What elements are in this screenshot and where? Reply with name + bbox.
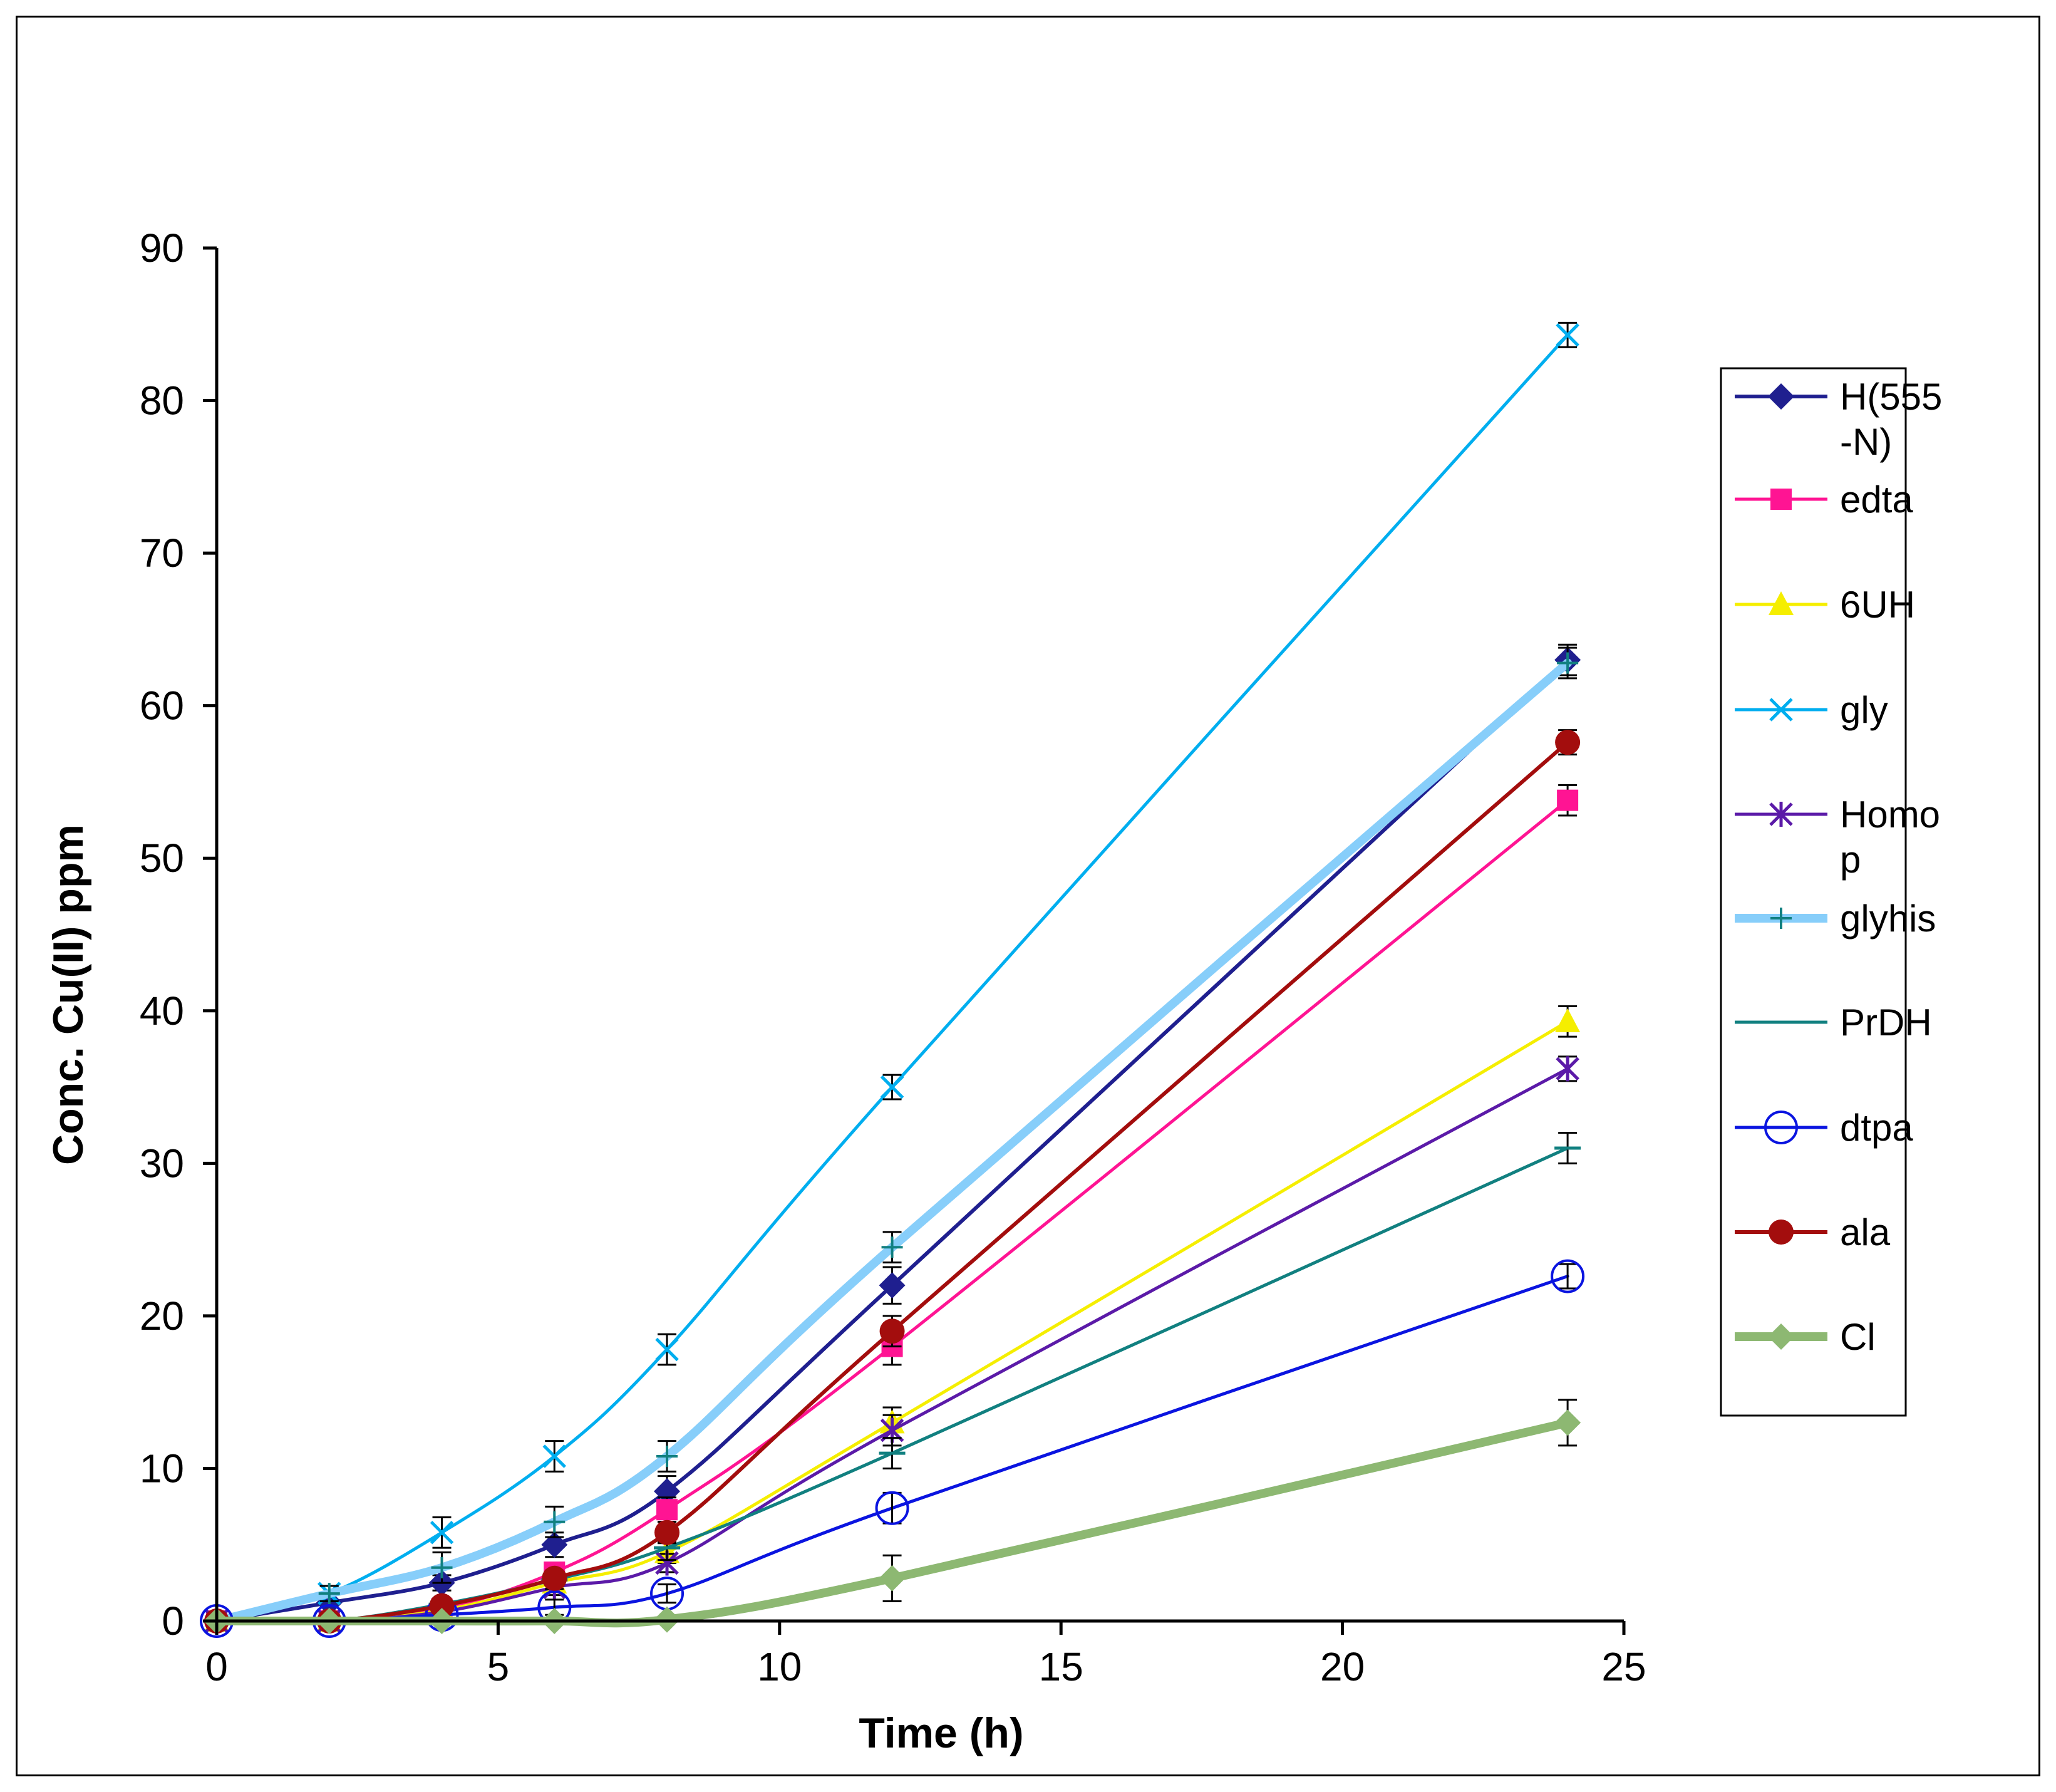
legend-marker <box>1770 908 1792 929</box>
error-bar <box>658 1583 677 1604</box>
legend-entry: gly <box>1735 689 1888 731</box>
data-point <box>1556 1056 1579 1082</box>
x-tick-label: 15 <box>1039 1644 1083 1689</box>
legend-label: glyhis <box>1840 898 1936 940</box>
y-tick-label: 20 <box>140 1293 184 1339</box>
series-7 <box>204 1132 1581 1624</box>
y-tick-label: 30 <box>140 1141 184 1186</box>
data-point <box>1554 1409 1581 1436</box>
x-axis-title: Time (h) <box>859 1709 1023 1757</box>
data-point <box>1555 1008 1581 1032</box>
legend-label: H(555 <box>1840 376 1942 418</box>
legend-label: 6UH <box>1840 584 1915 626</box>
x-tick-label: 25 <box>1601 1644 1646 1689</box>
legend-marker <box>1769 698 1793 722</box>
data-point <box>656 1445 678 1467</box>
legend-marker <box>1770 489 1792 510</box>
legend-label: edta <box>1840 479 1913 521</box>
data-point <box>654 1520 680 1545</box>
series-line <box>215 740 1570 1624</box>
data-point <box>879 1272 906 1299</box>
y-tick-label: 60 <box>140 683 184 728</box>
data-point <box>1556 323 1579 347</box>
data-point <box>1557 652 1579 674</box>
y-tick-label: 40 <box>140 988 184 1033</box>
data-point <box>431 1556 453 1578</box>
legend-marker <box>1769 591 1794 615</box>
legend-entry: glyhis <box>1735 898 1936 940</box>
y-tick-label: 70 <box>140 531 184 576</box>
legend-label: Cl <box>1840 1316 1876 1358</box>
data-point <box>655 1337 679 1362</box>
data-point <box>542 1444 567 1468</box>
legend-label: ala <box>1840 1211 1891 1253</box>
data-point <box>1555 730 1581 755</box>
data-point <box>880 1075 904 1099</box>
legend-marker <box>1768 1323 1794 1350</box>
data-point <box>656 1499 678 1521</box>
data-point <box>429 1593 455 1618</box>
legend-marker <box>1769 1220 1794 1245</box>
data-point <box>541 1531 568 1558</box>
legend-box <box>1720 367 1907 1417</box>
legend-label: -N) <box>1840 421 1892 463</box>
plot-area <box>200 321 1585 1638</box>
legend-entry: ala <box>1735 1211 1891 1253</box>
legend-entry: dtpa <box>1735 1107 1913 1149</box>
x-tick-label: 10 <box>757 1644 802 1689</box>
y-tick-label: 90 <box>140 225 184 271</box>
y-tick-label: 0 <box>162 1598 184 1644</box>
data-point <box>542 1565 567 1591</box>
error-bar <box>882 1491 902 1525</box>
legend-entry: PrDH <box>1735 1002 1932 1044</box>
data-point <box>1557 789 1579 811</box>
legend-label: dtpa <box>1840 1107 1913 1149</box>
data-point <box>879 1565 906 1592</box>
x-tick-label: 20 <box>1320 1644 1365 1689</box>
y-tick-label: 10 <box>140 1446 184 1491</box>
y-tick-label: 50 <box>140 836 184 881</box>
legend-label: PrDH <box>1840 1002 1932 1044</box>
legend-marker <box>1769 802 1793 827</box>
data-point <box>881 1236 903 1258</box>
error-bar <box>1558 1263 1578 1290</box>
axes: 0 10 20 30 40 50 60 70 80 90 0 5 10 15 20 25 <box>140 225 1646 1689</box>
x-tick-label: 0 <box>205 1644 228 1689</box>
data-point <box>544 1511 566 1533</box>
data-point <box>318 1583 340 1605</box>
legend-marker <box>1768 383 1794 410</box>
x-tick-label: 5 <box>487 1644 510 1689</box>
y-tick-label: 80 <box>140 378 184 423</box>
series-6 <box>206 646 1579 1632</box>
legend-label: Homo <box>1840 794 1940 836</box>
data-point <box>1551 1259 1585 1293</box>
legend-entry: Cl <box>1735 1316 1876 1358</box>
chart-frame <box>16 16 2040 1776</box>
data-point <box>879 1318 905 1344</box>
legend-label: gly <box>1840 689 1888 731</box>
legend-label: p <box>1840 839 1861 881</box>
data-point <box>875 1491 909 1525</box>
y-axis-title: Conc. Cu(II) ppm <box>44 824 92 1165</box>
data-point <box>430 1520 454 1545</box>
legend-entry: 6UH <box>1735 584 1915 626</box>
legend-marker <box>1764 1111 1798 1144</box>
legend-entry: edta <box>1735 479 1913 521</box>
legend-entry: H(555-N) <box>1735 376 1942 463</box>
series-1 <box>204 643 1581 1634</box>
series-line <box>215 1146 1569 1624</box>
